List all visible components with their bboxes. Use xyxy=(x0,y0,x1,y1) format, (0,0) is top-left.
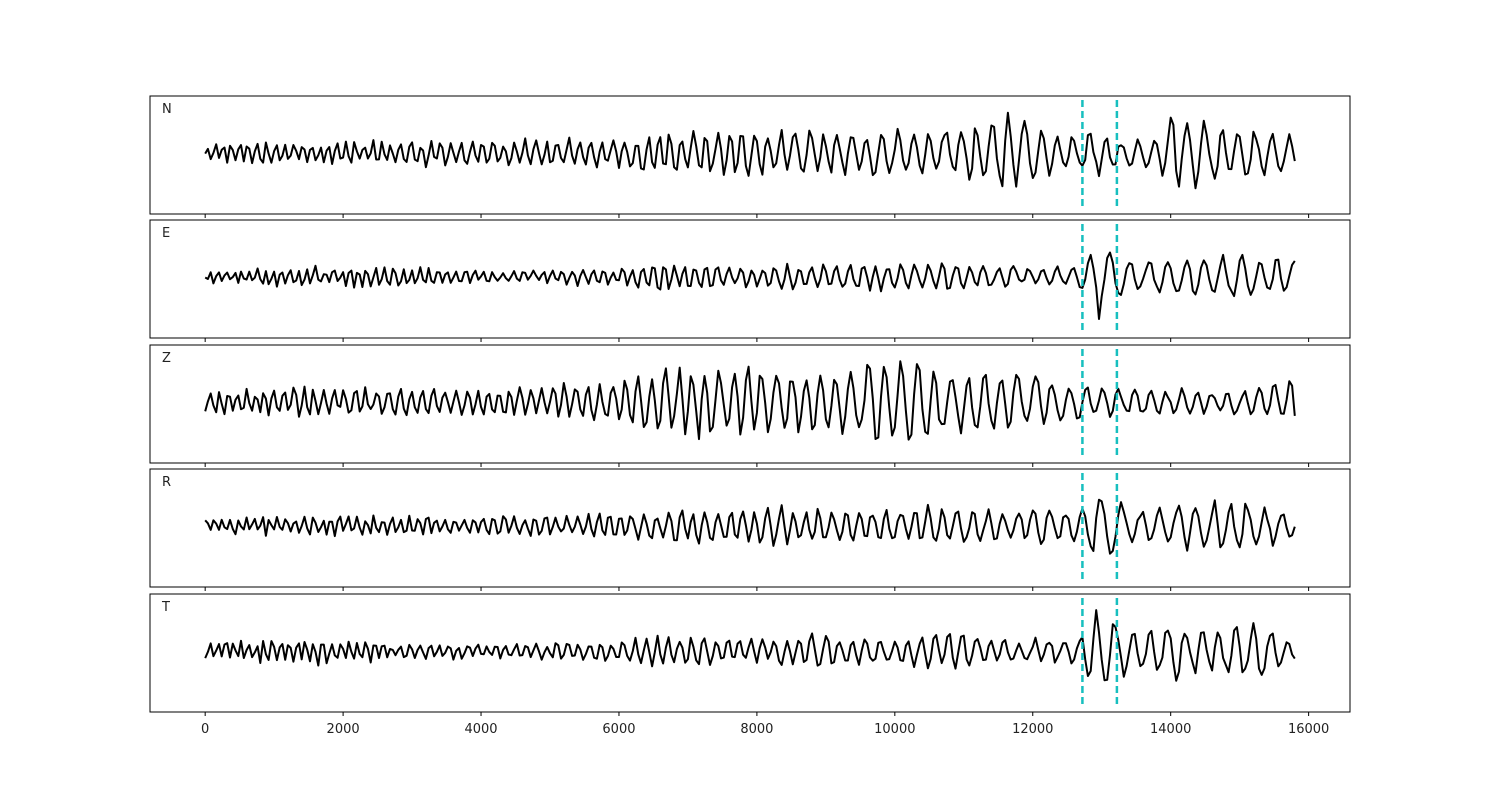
panel-z: Z xyxy=(149,344,1351,467)
x-axis: 0 2000 4000 6000 8000 10000 12000 14000 16000 xyxy=(201,722,1329,737)
x-tick-label: 0 xyxy=(201,722,209,737)
trace-e xyxy=(204,251,1296,320)
trace-z xyxy=(204,360,1296,441)
panel-label-t: T xyxy=(161,600,170,615)
panel-label-n: N xyxy=(162,102,172,117)
x-tick-label: 14000 xyxy=(1150,722,1191,737)
x-tick-label: 10000 xyxy=(874,722,915,737)
panel-frame xyxy=(149,95,1351,215)
x-tick-label: 8000 xyxy=(740,722,773,737)
panel-n: N xyxy=(149,95,1351,218)
panel-label-e: E xyxy=(162,226,170,241)
trace-t xyxy=(204,609,1296,682)
panel-e: E xyxy=(149,219,1351,342)
panel-frame xyxy=(149,468,1351,588)
trace-n xyxy=(204,111,1296,190)
x-tick-label: 4000 xyxy=(464,722,497,737)
x-tick-label: 2000 xyxy=(327,722,360,737)
panel-frame xyxy=(149,219,1351,339)
panel-frame xyxy=(149,593,1351,713)
panel-label-r: R xyxy=(162,475,171,490)
panel-label-z: Z xyxy=(162,351,171,366)
trace-r xyxy=(204,498,1296,555)
panel-r: R xyxy=(149,468,1351,591)
panel-t: T xyxy=(149,593,1351,716)
x-tick-label: 16000 xyxy=(1288,722,1329,737)
x-tick-label: 12000 xyxy=(1012,722,1053,737)
panel-frame xyxy=(149,344,1351,464)
x-tick-label: 6000 xyxy=(602,722,635,737)
panels-group: N E Z R T xyxy=(149,95,1351,716)
